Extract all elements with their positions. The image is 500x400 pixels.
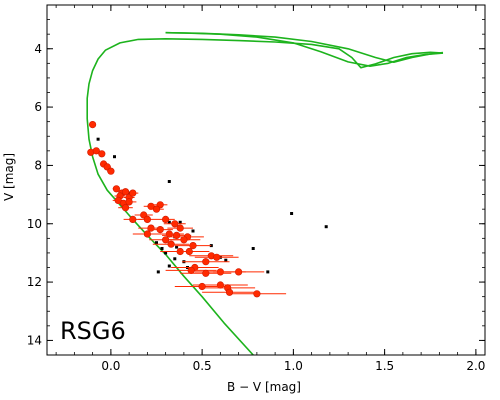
y-tick-label: 8 [34, 158, 42, 172]
field-star-point [155, 241, 158, 245]
member-star-point [213, 253, 221, 261]
member-star-point [171, 220, 179, 228]
member-star-point [147, 224, 155, 232]
x-tick-label: 0.0 [101, 359, 120, 373]
x-axis-title: B − V [mag] [227, 380, 301, 394]
y-tick-label: 6 [34, 100, 42, 114]
member-star-point [112, 185, 120, 193]
member-star-point [162, 236, 170, 244]
y-tick-label: 14 [27, 333, 42, 347]
field-star-point [113, 155, 116, 159]
field-star-point [290, 212, 294, 215]
member-star-point [156, 226, 164, 234]
member-star-point [129, 189, 137, 197]
member-star-point [173, 231, 181, 239]
isochrone-line-3 [165, 31, 444, 63]
member-star-point [143, 215, 151, 223]
field-star-point [224, 258, 228, 262]
member-star-point [165, 230, 173, 238]
field-star-point [251, 247, 255, 250]
y-tick-label: 12 [27, 275, 42, 289]
member-star-point [176, 224, 184, 232]
field-star-point [191, 229, 195, 233]
field-star-point [167, 180, 171, 183]
field-star-point [324, 225, 328, 229]
member-star-point [125, 198, 133, 206]
field-star-point [156, 270, 160, 274]
member-star-point [235, 268, 243, 276]
member-star-point [167, 240, 175, 248]
member-star-point [129, 215, 137, 223]
member-star-point [88, 120, 97, 129]
cluster-label: RSG6 [60, 317, 126, 345]
y-tick-label: 10 [27, 217, 42, 231]
x-tick-label: 0.5 [193, 359, 212, 373]
field-star-point [173, 257, 177, 261]
member-star-point [189, 242, 197, 250]
member-star-point [152, 205, 161, 213]
member-star-point [107, 167, 115, 175]
member-star-point [185, 247, 193, 256]
axis-ticks: 0.0 0.5 1.0 1.5 2.0 4 6 8 10 12 14 [27, 5, 485, 373]
x-tick-label: 1.0 [284, 359, 303, 373]
member-star-point [187, 266, 195, 275]
plot-frame [46, 4, 486, 356]
isochrone-line-1 [86, 38, 444, 355]
member-star-point [198, 282, 206, 291]
member-star-point [202, 258, 210, 266]
x-tick-label: 2.0 [466, 359, 485, 373]
field-star-point [175, 245, 179, 249]
field-star-point [167, 220, 171, 224]
field-star-point [160, 247, 164, 250]
member-star-point [121, 188, 130, 196]
x-tick-label: 1.5 [375, 359, 394, 373]
plot-area [86, 31, 444, 355]
y-axis-title: V [mag] [2, 153, 16, 201]
isochrone-line-2 [165, 31, 444, 67]
member-star-point [98, 150, 106, 158]
field-star-point [96, 137, 100, 141]
member-star-point [92, 147, 100, 155]
axes-frame [46, 4, 486, 356]
field-star-point [164, 251, 168, 255]
member-star-point [216, 281, 224, 289]
member-star-point [162, 215, 170, 223]
field-star-point [178, 220, 182, 224]
member-star-point [225, 288, 234, 296]
member-star-point [121, 204, 130, 212]
field-star-point [266, 270, 270, 274]
member-star-point [253, 290, 261, 298]
y-tick-label: 4 [34, 42, 42, 56]
member-star-point [143, 230, 151, 238]
field-star-point [167, 264, 171, 268]
member-star-point [202, 269, 210, 277]
